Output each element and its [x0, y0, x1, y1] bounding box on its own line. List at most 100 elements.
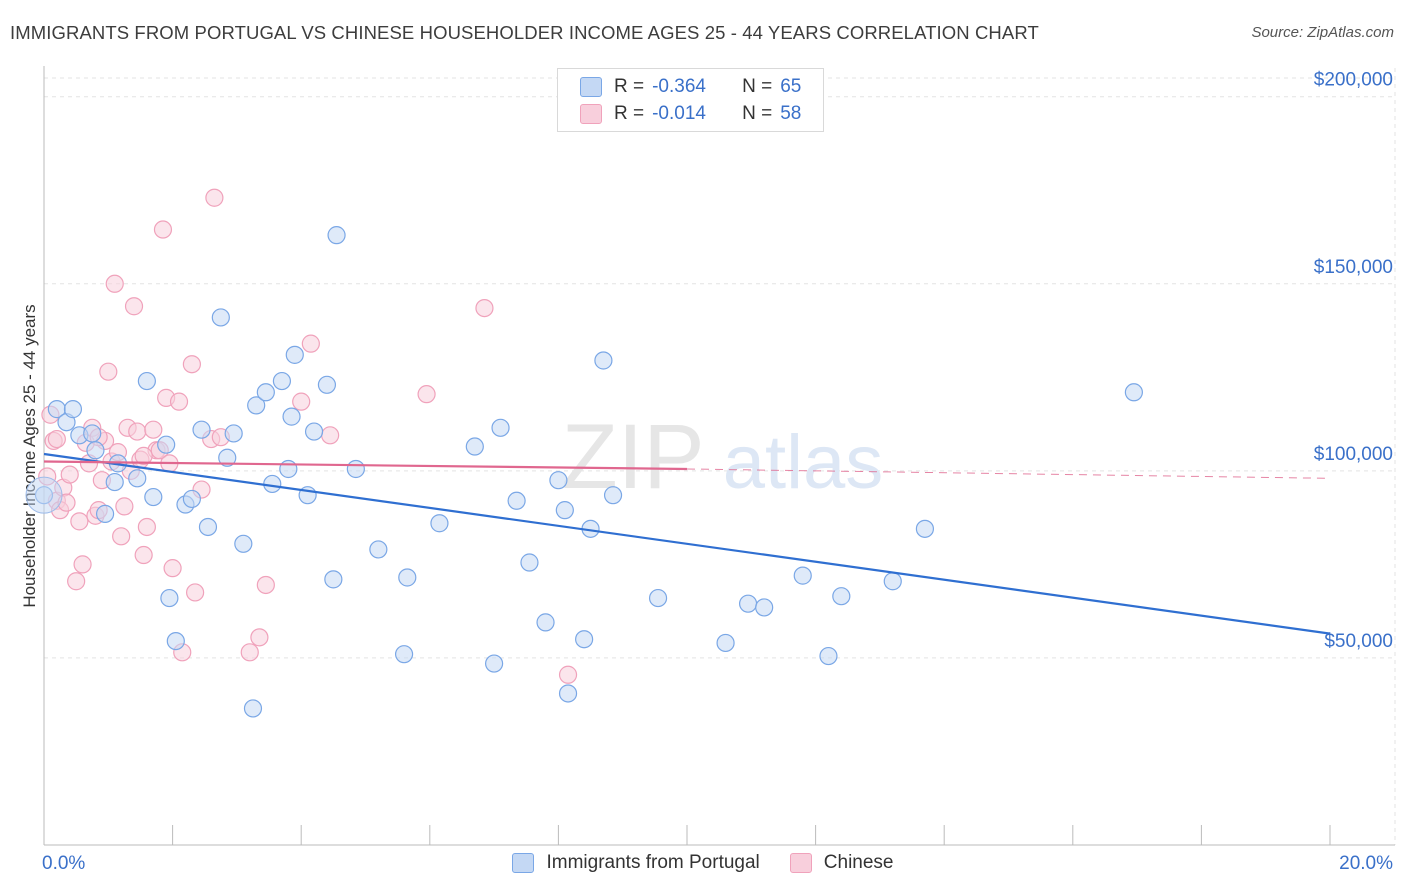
correlation-legend: R = -0.364 N = 65 R = -0.014 N = 58 [557, 68, 824, 132]
point-portugal [755, 598, 774, 617]
legend-row-chinese: R = -0.014 N = 58 [580, 102, 801, 126]
point-portugal [819, 646, 838, 666]
point-portugal [144, 487, 163, 507]
legend-swatch-chinese [580, 104, 602, 124]
series-swatch-chinese [789, 853, 812, 873]
point-chinese [417, 385, 436, 404]
point-portugal [324, 570, 343, 589]
point-chinese [205, 188, 224, 207]
point-chinese [67, 572, 86, 591]
series-legend-portugal[interactable]: Immigrants from Portugal [512, 852, 760, 874]
watermark-atlas: atlas [723, 420, 884, 505]
point-portugal [738, 594, 758, 613]
point-chinese [186, 583, 205, 602]
point-portugal [224, 424, 243, 443]
point-portugal [243, 699, 263, 718]
point-chinese [47, 429, 66, 449]
trend-line-chinese-extension [686, 468, 1331, 479]
tick-labels: $50,000 $100,000 $150,000 $200,000 0.0% 20.0% [42, 70, 1393, 874]
point-portugal [25, 476, 63, 514]
source-label: Source: ZipAtlas.com [1251, 24, 1394, 41]
point-portugal [793, 566, 812, 585]
point-chinese [60, 465, 79, 484]
point-portugal [211, 308, 230, 327]
point-portugal [883, 572, 902, 591]
point-portugal [272, 371, 292, 391]
point-portugal [520, 553, 539, 572]
series-legend-chinese[interactable]: Chinese [789, 852, 894, 874]
point-portugal [1124, 383, 1143, 402]
point-chinese [115, 497, 134, 516]
point-chinese [112, 527, 131, 546]
legend-row-portugal: R = -0.364 N = 65 [580, 75, 801, 99]
point-chinese [292, 392, 311, 411]
point-portugal [536, 613, 555, 632]
point-portugal [346, 459, 365, 479]
point-portugal [279, 459, 298, 479]
gridlines [44, 68, 1396, 845]
point-portugal [192, 420, 211, 439]
point-portugal [648, 588, 668, 608]
y-tick-label: $200,000 [1314, 70, 1393, 91]
point-portugal [603, 486, 623, 505]
point-chinese [558, 665, 578, 684]
point-chinese [256, 575, 275, 595]
legend-r-label: R = [614, 103, 645, 124]
legend-r-label: R = [614, 76, 645, 97]
point-portugal [234, 534, 253, 553]
point-portugal [157, 435, 176, 454]
point-portugal [160, 588, 179, 608]
point-portugal [86, 441, 105, 460]
legend-swatch-portugal [580, 77, 602, 97]
x-tick-label: 0.0% [42, 853, 85, 874]
point-portugal [549, 471, 568, 490]
point-chinese [182, 355, 201, 374]
point-portugal [465, 437, 484, 456]
axes [43, 66, 1395, 846]
point-portugal [327, 226, 346, 245]
point-portugal [256, 383, 275, 402]
point-chinese [321, 426, 340, 445]
point-portugal [555, 501, 574, 520]
point-portugal [63, 400, 83, 419]
legend-r-value: -0.364 [652, 76, 706, 97]
point-portugal [105, 472, 124, 492]
point-portugal [575, 630, 594, 649]
data-points [25, 188, 1143, 718]
point-chinese [99, 362, 118, 381]
point-portugal [95, 504, 115, 523]
x-tick-label: 20.0% [1339, 853, 1393, 874]
point-portugal [485, 654, 504, 673]
series-name-chinese: Chinese [823, 852, 894, 873]
point-portugal [594, 351, 613, 370]
point-chinese [128, 422, 147, 441]
point-portugal [137, 371, 156, 391]
point-chinese [163, 559, 182, 578]
point-portugal [394, 645, 414, 664]
y-tick-label: $150,000 [1314, 257, 1393, 278]
point-portugal [182, 489, 201, 509]
point-chinese [301, 334, 320, 353]
point-chinese [70, 512, 89, 531]
watermark-zip: ZIP [561, 406, 704, 508]
point-portugal [198, 517, 218, 537]
point-portugal [369, 540, 388, 559]
point-chinese [240, 643, 259, 662]
point-portugal [491, 418, 510, 437]
point-portugal [915, 519, 935, 538]
trend-lines [43, 452, 1331, 635]
series-name-portugal: Immigrants from Portugal [546, 852, 760, 873]
point-chinese [169, 392, 189, 411]
point-portugal [282, 407, 301, 426]
point-portugal [247, 396, 266, 415]
point-chinese [124, 297, 144, 316]
point-portugal [166, 631, 185, 651]
trend-line-chinese [43, 460, 688, 471]
legend-n-label: N = [742, 103, 773, 124]
point-portugal [558, 684, 578, 703]
point-portugal [832, 587, 851, 606]
y-tick-label: $50,000 [1324, 631, 1393, 652]
point-portugal [218, 448, 237, 467]
point-portugal [317, 375, 337, 394]
point-portugal [285, 345, 304, 364]
